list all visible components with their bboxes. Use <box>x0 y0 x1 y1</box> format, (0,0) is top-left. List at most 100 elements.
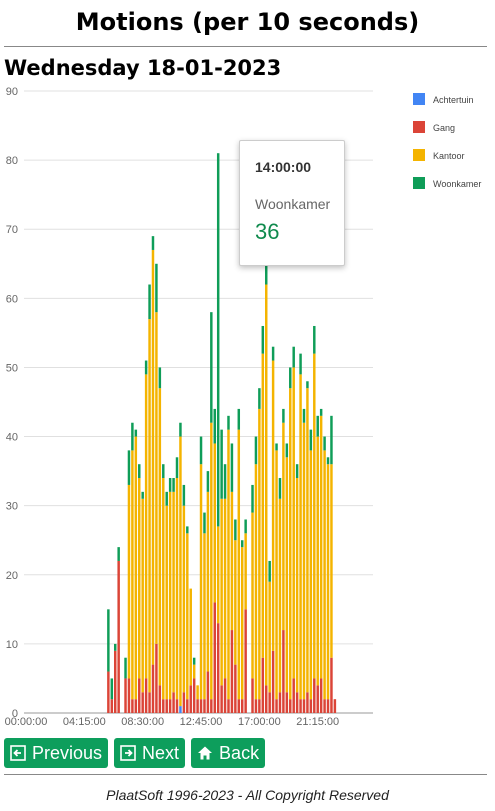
bar-segment-woonkamer <box>268 560 271 582</box>
bar-segment-woonkamer <box>306 381 309 389</box>
bar-segment-woonkamer <box>234 519 237 541</box>
legend-label-woonkamer: Woonkamer <box>433 179 481 189</box>
bar-segment-woonkamer <box>175 457 179 479</box>
footer-divider <box>4 774 487 775</box>
bar-segment-woonkamer <box>148 284 151 320</box>
bar-segment-woonkamer <box>227 415 230 430</box>
bar-segment-gang <box>282 630 285 713</box>
bar-segment-gang <box>172 692 175 713</box>
bar-segment-gang <box>237 699 241 713</box>
bar-segment-kantoor <box>275 450 278 700</box>
bar-segment-woonkamer <box>302 408 306 423</box>
bar-segment-gang <box>216 623 220 713</box>
bar-segment-woonkamer <box>261 325 265 354</box>
bar-segment-woonkamer <box>124 657 127 679</box>
bar-segment-gang <box>306 692 309 713</box>
bar-segment-woonkamer <box>127 450 131 485</box>
bar-segment-kantoor <box>186 533 189 700</box>
bar-segment-kantoor <box>258 408 261 700</box>
bar-segment-woonkamer <box>113 643 117 651</box>
bar-segment-gang <box>138 678 141 713</box>
bar-segment-woonkamer <box>230 443 234 492</box>
bar-segment-kantoor <box>299 374 302 700</box>
bar-segment-kantoor <box>206 491 210 672</box>
chart-tooltip: 14:00:00 Woonkamer 36 <box>239 140 345 266</box>
bar-segment-kantoor <box>162 478 165 700</box>
bar-segment-woonkamer <box>179 422 182 437</box>
bar-segment-gang <box>213 602 216 713</box>
bar-segment-gang <box>192 678 196 713</box>
bar-segment-kantoor <box>175 478 179 700</box>
bar-segment-gang <box>144 678 148 713</box>
bar-segment-kantoor <box>227 429 230 700</box>
bar-segment-gang <box>240 699 244 713</box>
bar-segment-gang <box>234 664 237 713</box>
legend: Achtertuin Gang Kantoor Woonkamer <box>413 93 481 189</box>
home-icon <box>198 746 213 760</box>
bar-segment-kantoor <box>230 491 234 631</box>
bar-segment-kantoor <box>326 464 330 700</box>
bar-segment-woonkamer <box>131 422 134 451</box>
legend-label-kantoor: Kantoor <box>433 151 465 161</box>
bar-segment-woonkamer <box>203 512 206 534</box>
bar-segment-gang <box>141 692 144 713</box>
bar-segment-kantoor <box>323 450 326 700</box>
bar-segment-kantoor <box>254 464 258 700</box>
bar-segment-gang <box>275 699 278 713</box>
legend-swatch-gang <box>413 121 425 133</box>
bar-segment-woonkamer <box>110 678 114 700</box>
bar-segment-kantoor <box>199 464 203 700</box>
previous-button[interactable]: Previous <box>4 738 109 768</box>
bar-segment-kantoor <box>151 249 155 665</box>
page-title: Motions (per 10 seconds) <box>75 8 420 36</box>
next-label: Next <box>142 742 180 763</box>
bar-segment-kantoor <box>282 422 285 631</box>
bar-segment-kantoor <box>203 533 206 700</box>
bar-segment-woonkamer <box>107 609 110 672</box>
bar-segment-gang <box>323 699 326 713</box>
bar-segment-kantoor <box>127 484 131 679</box>
bar-segment-kantoor <box>138 478 141 679</box>
bar-segment-gang <box>162 699 165 713</box>
bar-segment-kantoor <box>271 360 275 651</box>
bar-segment-woonkamer <box>271 346 275 361</box>
bar-series <box>107 153 337 713</box>
bar-segment-woonkamer <box>323 436 326 451</box>
bar-segment-gang <box>220 685 223 713</box>
bar-segment-kantoor <box>144 374 148 679</box>
arrow-right-icon <box>120 745 136 761</box>
footer-copyright: PlaatSoft 1996-2023 - All Copyright Rese… <box>106 787 389 803</box>
bar-segment-woonkamer <box>199 436 203 465</box>
bar-segment-kantoor <box>234 540 237 665</box>
bar-segment-woonkamer <box>299 353 302 375</box>
bar-segment-woonkamer <box>244 519 247 534</box>
bar-segment-kantoor <box>213 443 216 603</box>
navigation-bar: Previous Next Back <box>4 738 266 768</box>
back-button[interactable]: Back <box>191 738 266 768</box>
bar-segment-gang <box>251 678 254 713</box>
bar-segment-kantoor <box>244 533 247 610</box>
bar-segment-gang <box>271 650 275 713</box>
bar-segment-woonkamer <box>172 478 175 492</box>
bar-segment-kantoor <box>278 498 282 693</box>
bar-segment-woonkamer <box>326 457 330 465</box>
bar-segment-kantoor <box>210 422 213 700</box>
bar-segment-gang <box>199 699 203 713</box>
bar-segment-kantoor <box>306 388 309 693</box>
bar-segment-gang <box>165 699 168 713</box>
bar-segment-gang <box>319 678 323 713</box>
bar-segment-gang <box>258 699 261 713</box>
bar-segment-gang <box>333 699 337 713</box>
bar-segment-woonkamer <box>240 540 244 548</box>
bar-segment-kantoor <box>134 436 138 700</box>
bar-segment-gang <box>265 685 268 713</box>
bar-segment-woonkamer <box>151 236 155 250</box>
bar-segment-woonkamer <box>319 408 323 416</box>
bar-segment-kantoor <box>309 450 313 700</box>
bar-segment-kantoor <box>182 505 186 693</box>
bar-segment-gang <box>210 699 213 713</box>
bar-segment-kantoor <box>237 429 241 700</box>
next-button[interactable]: Next <box>114 738 186 768</box>
y-tick-label: 40 <box>6 432 18 444</box>
bar-segment-woonkamer <box>138 464 141 479</box>
